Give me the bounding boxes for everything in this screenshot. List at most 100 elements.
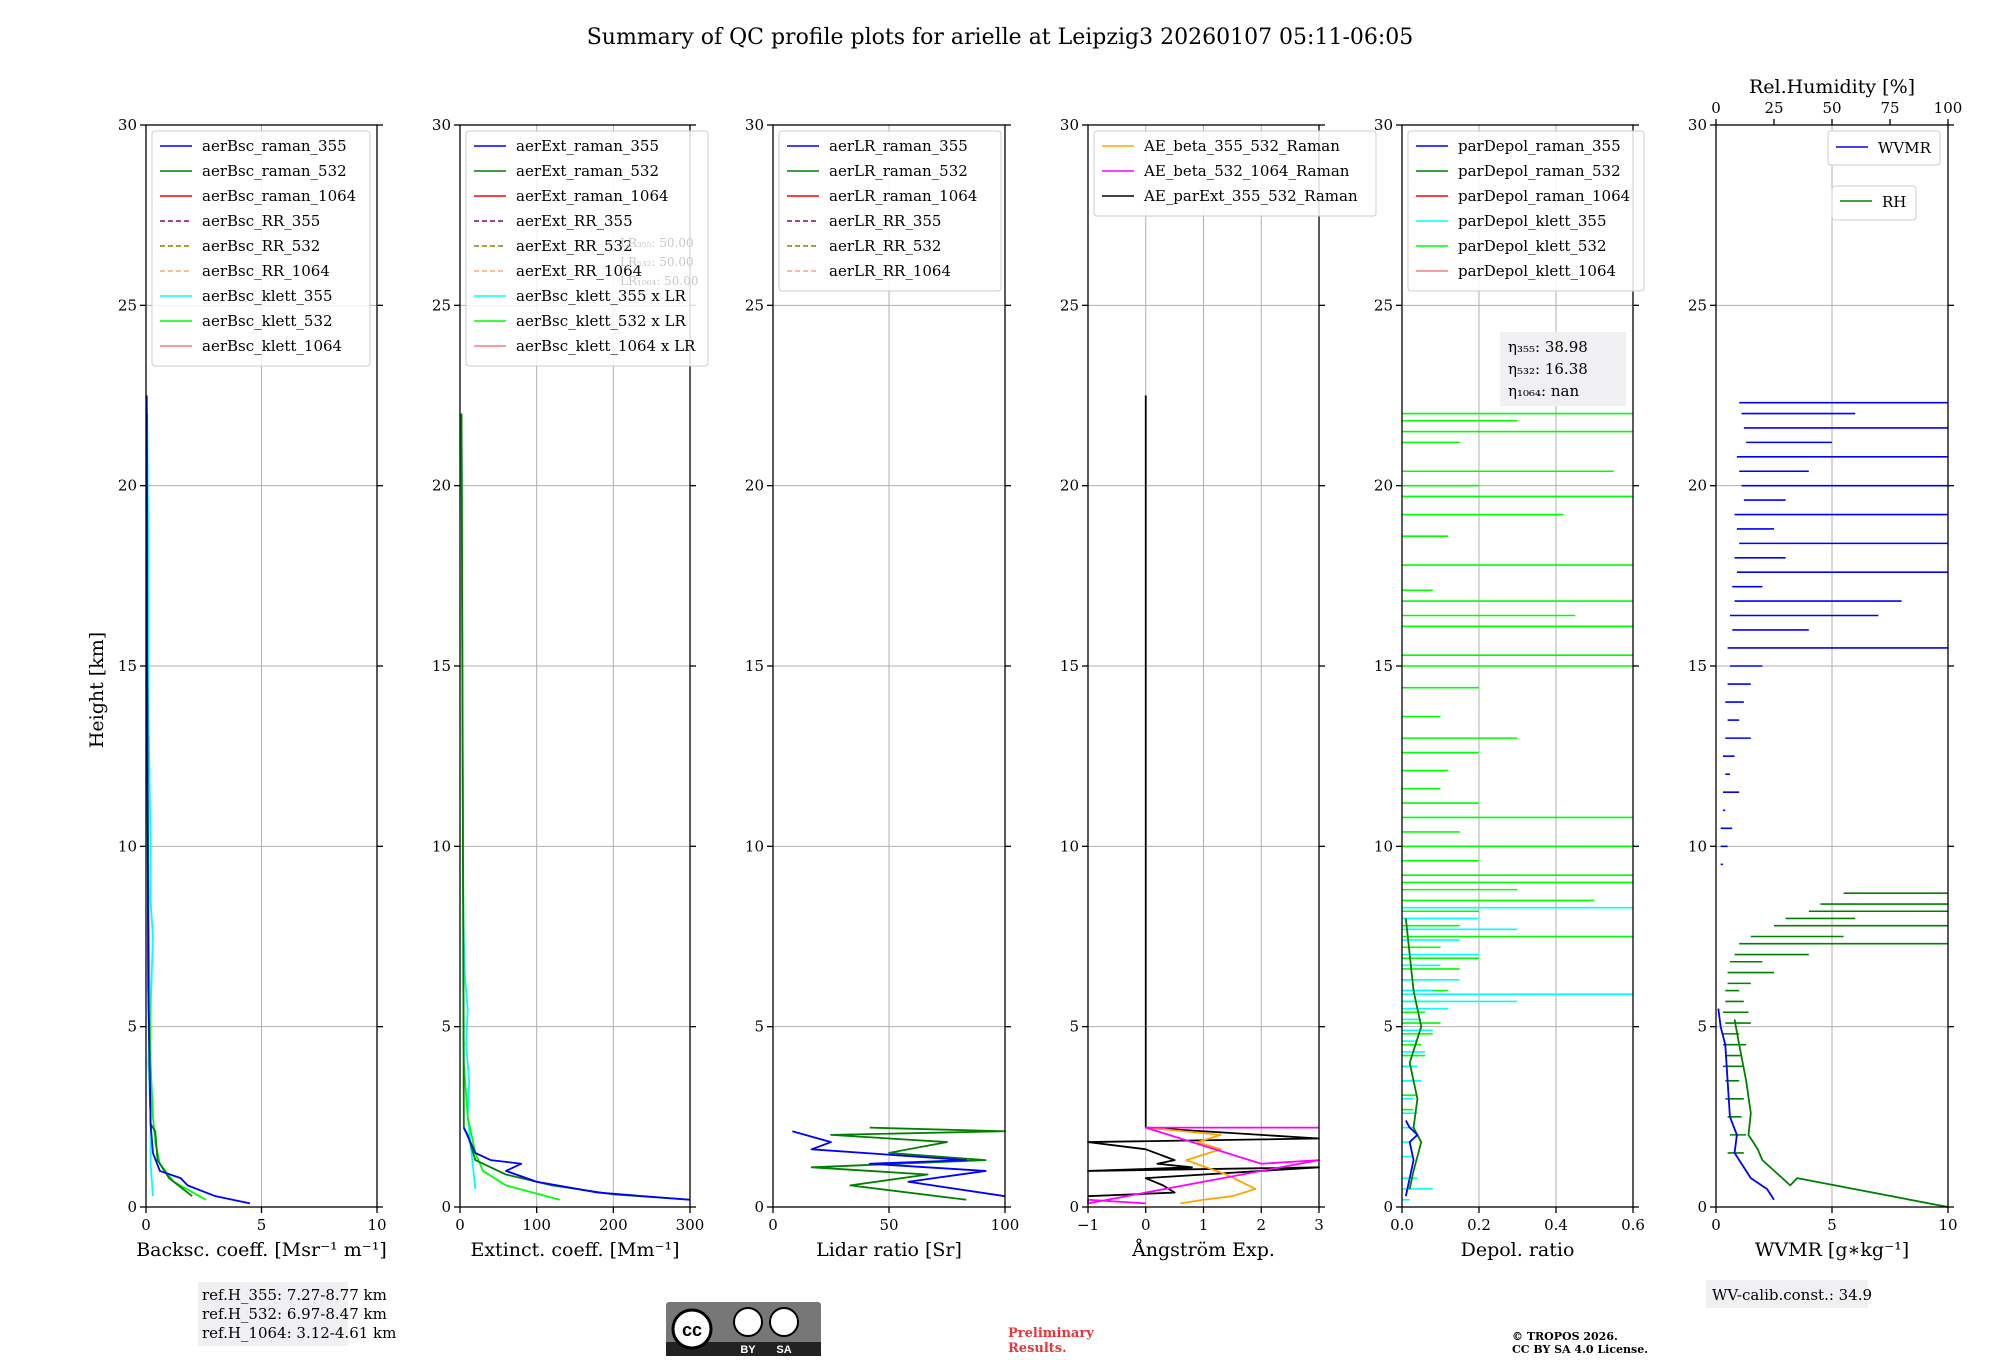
x-tick-label: 0 xyxy=(1141,1216,1151,1234)
legend-label: parDepol_raman_355 xyxy=(1458,137,1621,155)
y-tick-label: 0 xyxy=(441,1198,451,1216)
y-tick-label: 5 xyxy=(127,1018,137,1036)
y-tick-label: 15 xyxy=(1060,657,1079,675)
legend-label: aerBsc_RR_1064 xyxy=(202,262,330,280)
x-tick-label: 0.0 xyxy=(1390,1216,1414,1234)
x-tick-label: 10 xyxy=(1938,1216,1957,1234)
legend-frame xyxy=(1831,185,1917,221)
series-aerBsc_klett_532 xyxy=(146,413,207,1201)
cc-badge-text: cc xyxy=(682,1320,702,1340)
y-tick-label: 30 xyxy=(745,116,764,134)
series-AE_beta_355_532_Raman xyxy=(1145,1126,1257,1205)
legend-label: AE_beta_355_532_Raman xyxy=(1143,137,1340,155)
y-tick-label: 15 xyxy=(432,657,451,675)
legend-label: aerBsc_klett_1064 x LR xyxy=(516,337,696,355)
ref-height-label: ref.H_1064: 3.12-4.61 km xyxy=(202,1324,396,1342)
legend-frame xyxy=(151,130,371,367)
ref-height-label: ref.H_532: 6.97-8.47 km xyxy=(202,1305,387,1323)
legend: aerBsc_raman_355 aerBsc_raman_532 aerBsc_r… xyxy=(151,130,371,367)
y-tick-label: 15 xyxy=(1688,657,1707,675)
legend-label: aerExt_RR_355 xyxy=(516,212,633,230)
y-tick-label: 30 xyxy=(1374,116,1393,134)
legend: aerExt_raman_355 aerExt_raman_532 aerExt_r… xyxy=(465,130,709,367)
legend-frame xyxy=(465,130,709,367)
figure-title: Summary of QC profile plots for arielle … xyxy=(587,25,1414,50)
eta-box: η₃₅₅: 38.98 η₅₃₂: 16.38 η₁₀₆₄: nan xyxy=(1500,332,1626,406)
top-tick-label: 25 xyxy=(1764,99,1783,117)
x-axis-label: Backsc. coeff. [Msr⁻¹ m⁻¹] xyxy=(136,1239,387,1261)
series-parDepol_raman_532 xyxy=(1404,918,1423,1190)
legend-label: aerBsc_klett_355 x LR xyxy=(516,287,687,305)
ref-frame xyxy=(198,1282,348,1346)
top-tick-label: 0 xyxy=(1711,99,1721,117)
x-tick-label: 5 xyxy=(1827,1216,1837,1234)
by-icon xyxy=(733,1307,763,1337)
x-tick-label: 10 xyxy=(367,1216,386,1234)
x-axis-label: Extinct. coeff. [Mm⁻¹] xyxy=(470,1239,679,1261)
y-tick-label: 20 xyxy=(432,477,451,495)
legend-label: parDepol_raman_1064 xyxy=(1458,187,1630,205)
y-tick-label: 20 xyxy=(745,477,764,495)
y-tick-label: 5 xyxy=(1383,1018,1393,1036)
legend: AE_beta_355_532_Raman AE_beta_532_1064_Ra… xyxy=(1093,130,1377,217)
legend: parDepol_raman_355 parDepol_raman_532 parD… xyxy=(1407,130,1645,292)
y-tick-label: 30 xyxy=(118,116,137,134)
y-tick-label: 15 xyxy=(1374,657,1393,675)
series-aerLR_raman_355 xyxy=(792,1130,1006,1198)
eta-label: η₁₀₆₄: nan xyxy=(1508,382,1579,400)
y-tick-label: 25 xyxy=(745,296,764,314)
x-tick-label: 50 xyxy=(879,1216,898,1234)
y-tick-label: 0 xyxy=(1383,1198,1393,1216)
x-tick-label: 0 xyxy=(141,1216,151,1234)
legend-label: aerLR_RR_532 xyxy=(829,237,941,255)
legend-label: aerLR_RR_355 xyxy=(829,212,941,230)
legend-label: WVMR xyxy=(1878,139,1932,157)
y-tick-label: 0 xyxy=(1697,1198,1707,1216)
top-tick-label: 100 xyxy=(1934,99,1963,117)
legend-label: aerBsc_klett_1064 xyxy=(202,337,342,355)
rh-axis-label: Rel.Humidity [%] xyxy=(1749,76,1915,98)
y-tick-label: 5 xyxy=(1069,1018,1079,1036)
wv-calib-label: WV-calib.const.: 34.9 xyxy=(1712,1286,1872,1304)
x-tick-label: 0 xyxy=(1711,1216,1721,1234)
legend-label: AE_beta_532_1064_Raman xyxy=(1143,162,1350,180)
panel-lr: 0 5 10 15 20 25 30 0 50 100 Lidar ratio [Sr] aerLR_… xyxy=(745,116,1019,1261)
y-tick-label: 0 xyxy=(754,1198,764,1216)
y-axis-label: Height [km] xyxy=(86,632,108,748)
x-tick-label: 100 xyxy=(522,1216,551,1234)
lr-label: LR₁₀₆₄: 50.00 xyxy=(620,274,698,288)
x-axis-label: Ångström Exp. xyxy=(1131,1239,1275,1261)
y-tick-label: 10 xyxy=(1374,837,1393,855)
legend-label: aerExt_RR_1064 xyxy=(516,262,642,280)
legend-label: parDepol_klett_1064 xyxy=(1458,262,1616,280)
legend-rh: RH xyxy=(1831,185,1917,221)
x-axis-label: Depol. ratio xyxy=(1461,1239,1575,1261)
eta-label: η₃₅₅: 38.98 xyxy=(1508,338,1588,356)
legend-label: aerBsc_raman_355 xyxy=(202,137,347,155)
x-tick-label: 0 xyxy=(768,1216,778,1234)
series-WVMR xyxy=(1717,1008,1775,1201)
top-tick-label: 50 xyxy=(1822,99,1841,117)
y-tick-label: 5 xyxy=(1697,1018,1707,1036)
legend-label: aerLR_RR_1064 xyxy=(829,262,951,280)
legend-label: aerExt_RR_532 xyxy=(516,237,633,255)
legend-label: parDepol_raman_532 xyxy=(1458,162,1621,180)
y-tick-label: 20 xyxy=(1374,477,1393,495)
x-tick-label: 100 xyxy=(991,1216,1020,1234)
y-tick-label: 30 xyxy=(432,116,451,134)
y-tick-label: 0 xyxy=(1069,1198,1079,1216)
y-tick-label: 5 xyxy=(441,1018,451,1036)
series-aerExt_raman_355 xyxy=(463,1127,691,1201)
y-tick-label: 25 xyxy=(1060,296,1079,314)
preliminary-line2: Results. xyxy=(1008,1341,1067,1356)
x-axis-label: WVMR [g∗kg⁻¹] xyxy=(1755,1239,1909,1261)
panel-depol: 0 5 10 15 20 25 30 0.0 0.2 0.4 0.6 Depol. ratio parD… xyxy=(1374,116,1645,1261)
legend-label: aerBsc_raman_532 xyxy=(202,162,347,180)
series-aerBsc_klett_532 x LR xyxy=(460,413,560,1201)
x-tick-label: 0.2 xyxy=(1467,1216,1491,1234)
y-tick-label: 30 xyxy=(1060,116,1079,134)
